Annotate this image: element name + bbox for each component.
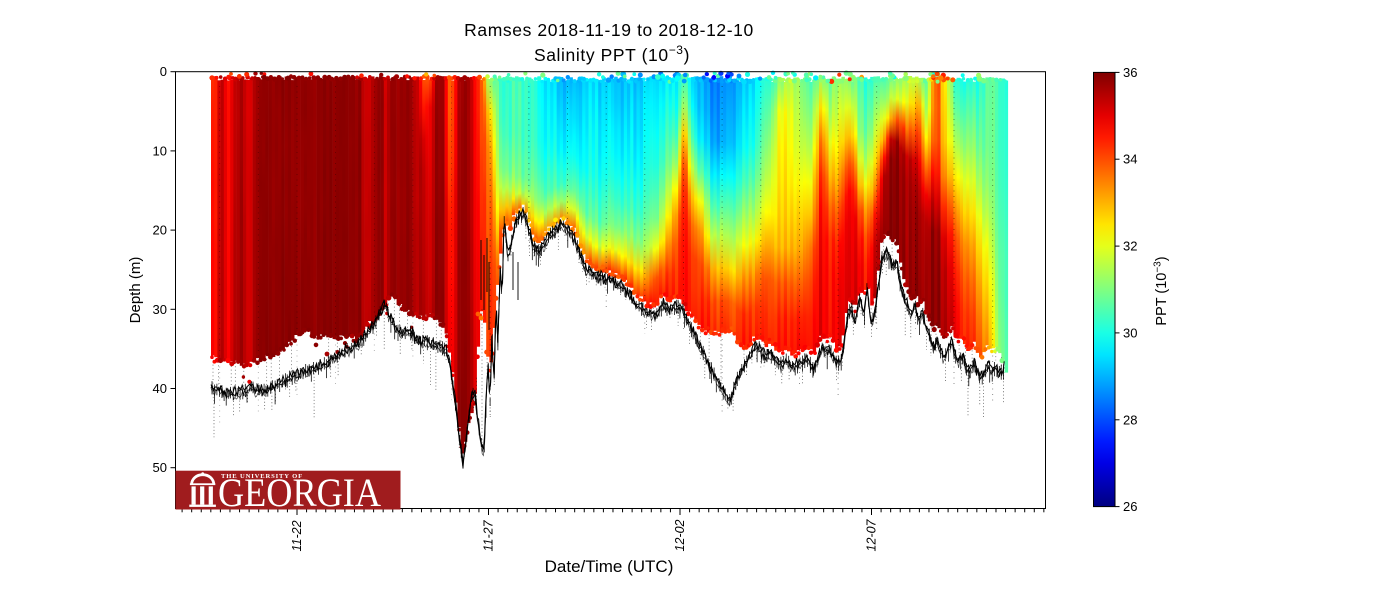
svg-text:Date/Time (UTC): Date/Time (UTC) (545, 557, 674, 576)
svg-text:34: 34 (1123, 152, 1137, 167)
svg-text:Salinity PPT (10−3): Salinity PPT (10−3) (534, 43, 690, 65)
svg-text:THE UNIVERSITY OF: THE UNIVERSITY OF (221, 473, 303, 480)
svg-text:32: 32 (1123, 239, 1137, 254)
svg-text:GEORGIA: GEORGIA (218, 470, 381, 515)
svg-text:12-02: 12-02 (673, 519, 687, 551)
svg-text:0: 0 (160, 64, 167, 79)
svg-text:10: 10 (153, 143, 167, 158)
svg-text:36: 36 (1123, 65, 1137, 80)
svg-text:20: 20 (153, 223, 167, 238)
svg-text:11-22: 11-22 (290, 520, 304, 551)
svg-text:40: 40 (153, 381, 167, 396)
svg-text:12-07: 12-07 (865, 518, 879, 551)
svg-text:30: 30 (1123, 325, 1137, 340)
svg-text:28: 28 (1123, 412, 1137, 427)
svg-text:PPT (10−3): PPT (10−3) (1153, 256, 1171, 325)
svg-text:11-27: 11-27 (482, 519, 496, 551)
svg-text:Ramses 2018-11-19 to 2018-12-1: Ramses 2018-11-19 to 2018-12-10 (464, 20, 754, 40)
svg-text:30: 30 (153, 302, 167, 317)
svg-text:50: 50 (153, 460, 167, 475)
svg-text:26: 26 (1123, 499, 1137, 514)
svg-text:Depth (m): Depth (m) (127, 257, 144, 324)
